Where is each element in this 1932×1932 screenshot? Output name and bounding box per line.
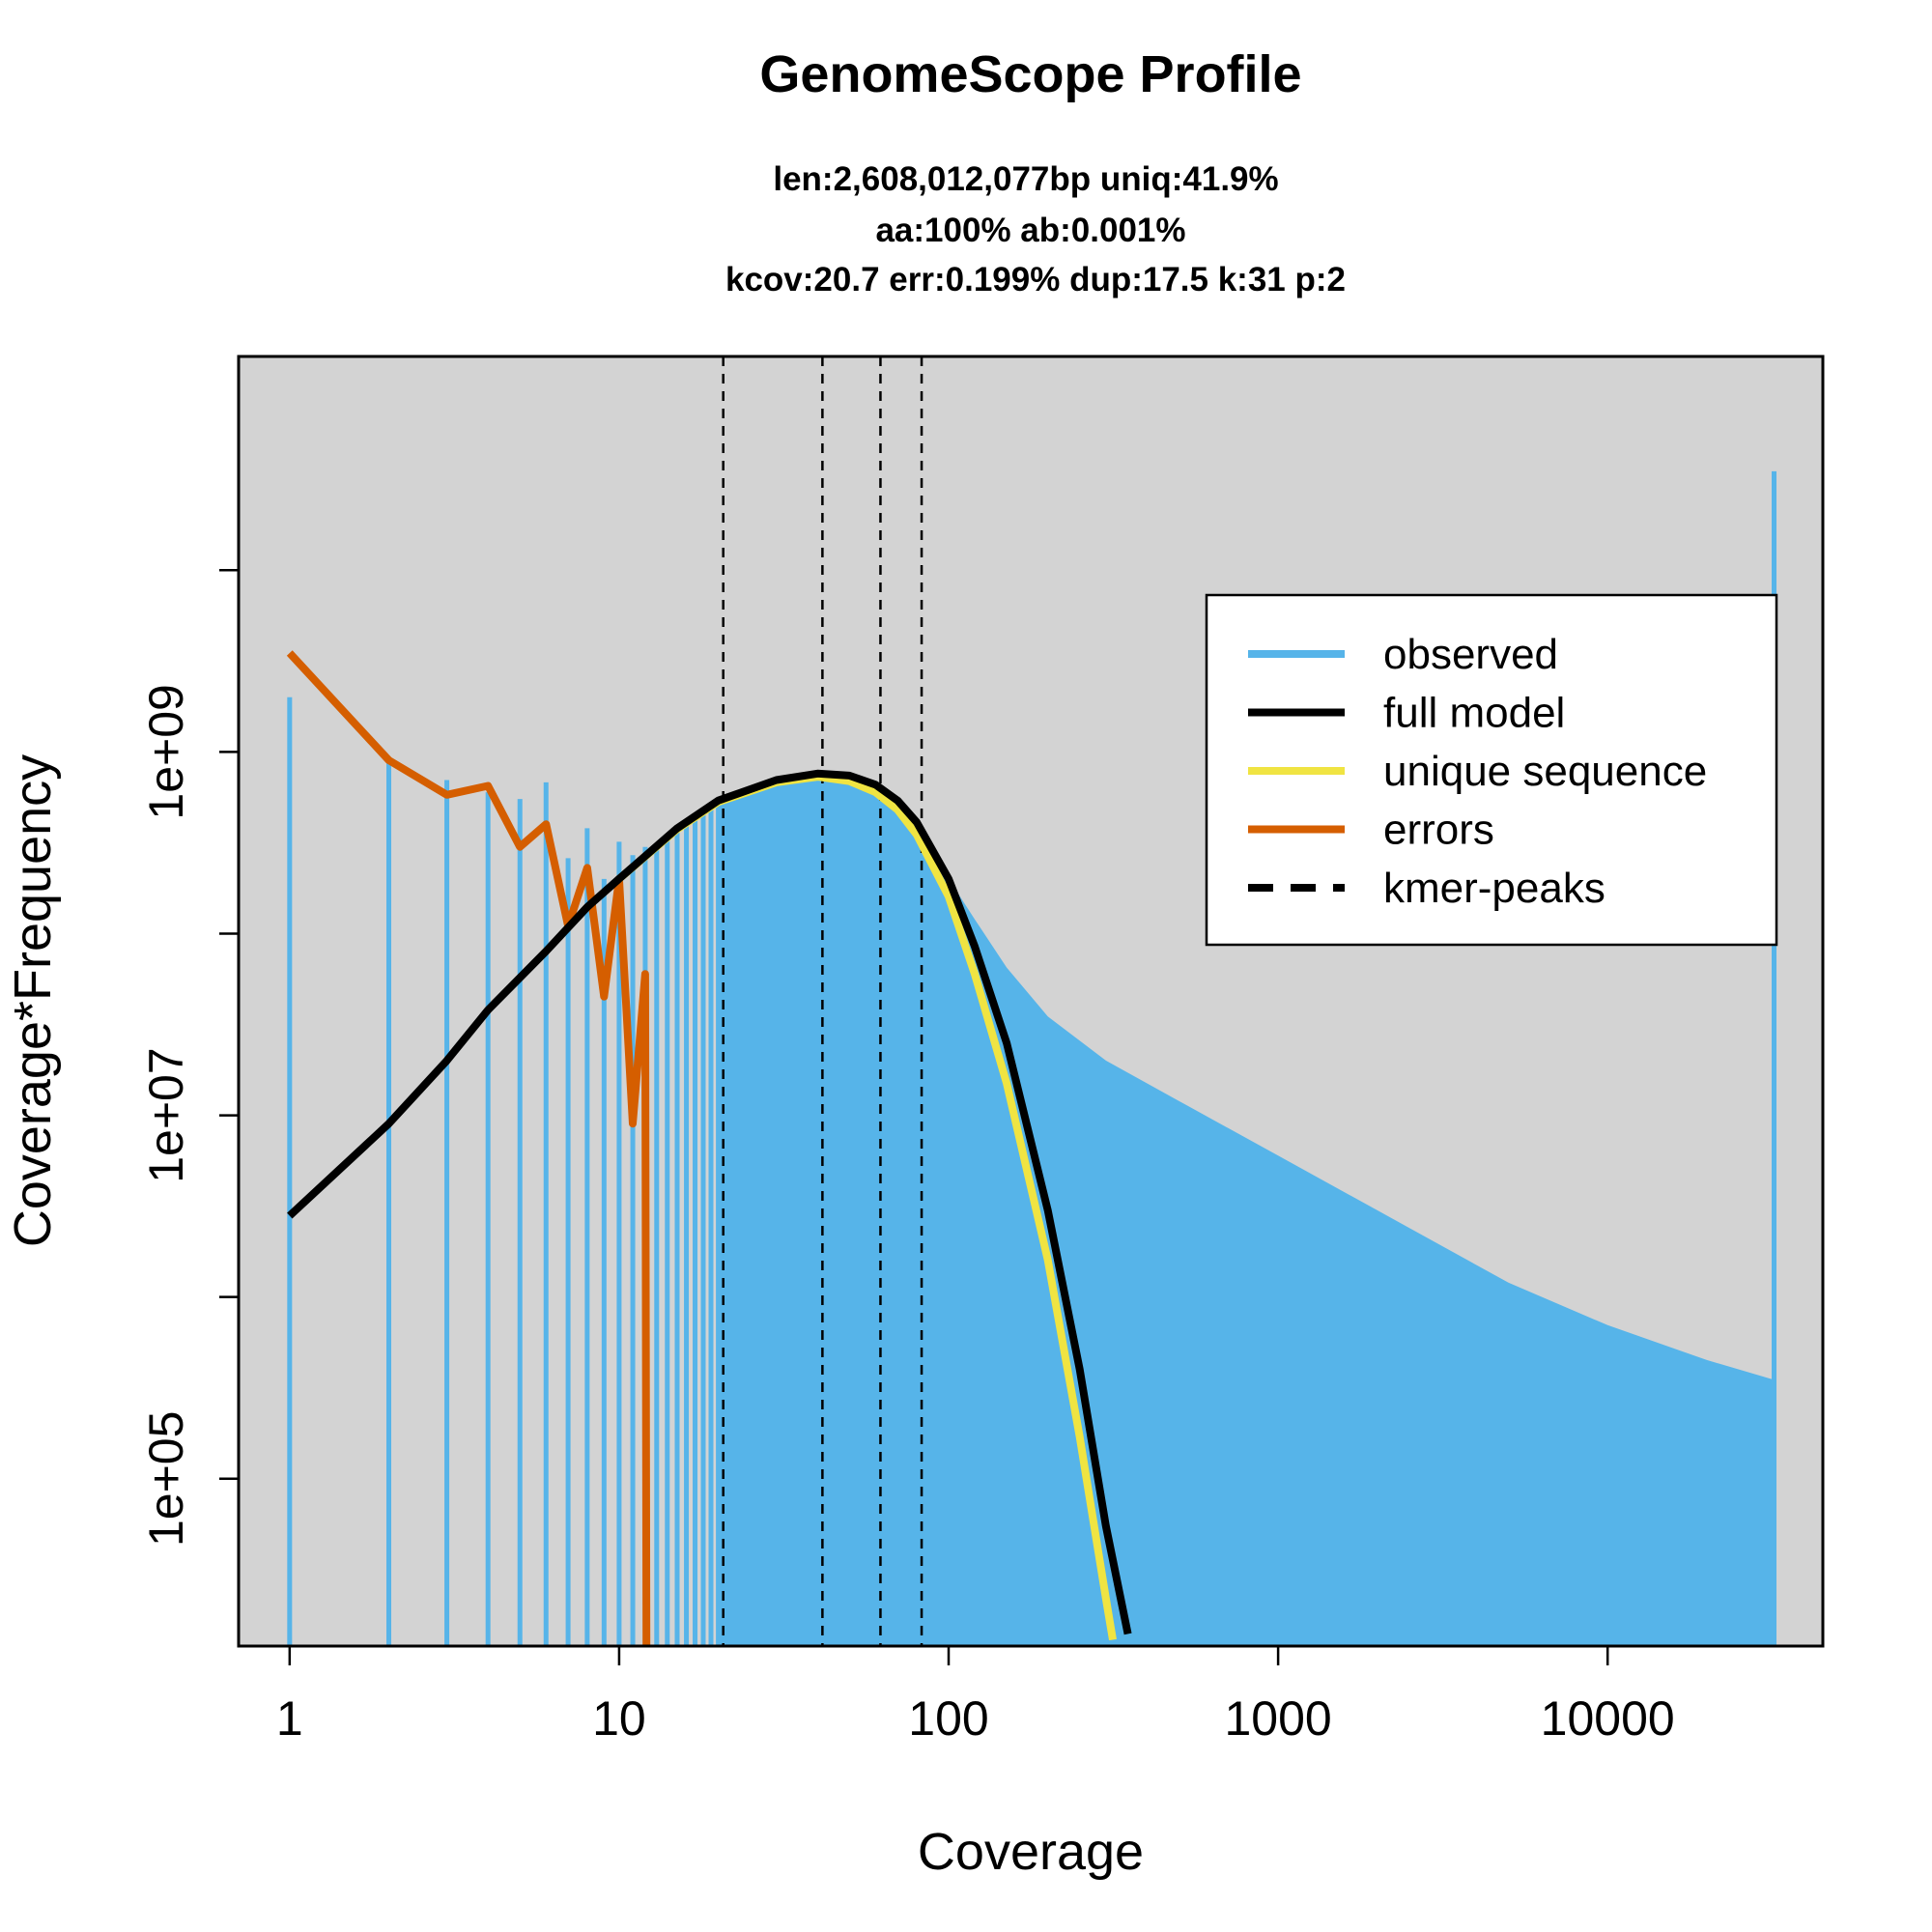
x-tick-label-10: 10 (592, 1691, 646, 1746)
full-model-line (287, 769, 1132, 1635)
legend: observed full model unique sequence errors k… (1205, 593, 1778, 947)
y-tick-label-1e+09: 1e+09 (139, 684, 193, 819)
plot-frame (237, 355, 1825, 1648)
y-axis: 1e+05 1e+07 1e+09 (139, 568, 239, 1547)
legend-label-4: kmer-peaks (1383, 865, 1605, 912)
model-curves (286, 650, 1132, 1646)
y-tick-label-1e+05: 1e+05 (139, 1411, 193, 1547)
kmer-peaks-series (722, 356, 923, 1646)
x-tick-label-10000: 10000 (1541, 1691, 1675, 1746)
x-tick-label-1: 1 (276, 1691, 303, 1746)
legend-label-3: errors (1383, 807, 1494, 854)
chart-subtitle-line-3: kcov:20.7 err:0.199% dup:17.5 k:31 p:2 (725, 261, 1346, 298)
chart-subtitle-line-1: len:2,608,012,077bp uniq:41.9% (773, 160, 1278, 198)
legend-label-0: observed (1383, 631, 1558, 678)
x-axis-label: Coverage (918, 1823, 1144, 1881)
chart-title: GenomeScope Profile (759, 45, 1301, 103)
legend-label-1: full model (1383, 690, 1565, 737)
x-axis: 1 10 100 1000 10000 (276, 1646, 1675, 1746)
x-tick-label-1000: 1000 (1224, 1691, 1331, 1746)
legend-label-2: unique sequence (1383, 748, 1707, 795)
chart-subtitle-line-2: aa:100% ab:0.001% (875, 212, 1185, 249)
y-axis-label: Coverage*Frequency (4, 754, 62, 1247)
x-tick-label-100: 100 (908, 1691, 988, 1746)
y-tick-label-1e+07: 1e+07 (139, 1047, 193, 1182)
